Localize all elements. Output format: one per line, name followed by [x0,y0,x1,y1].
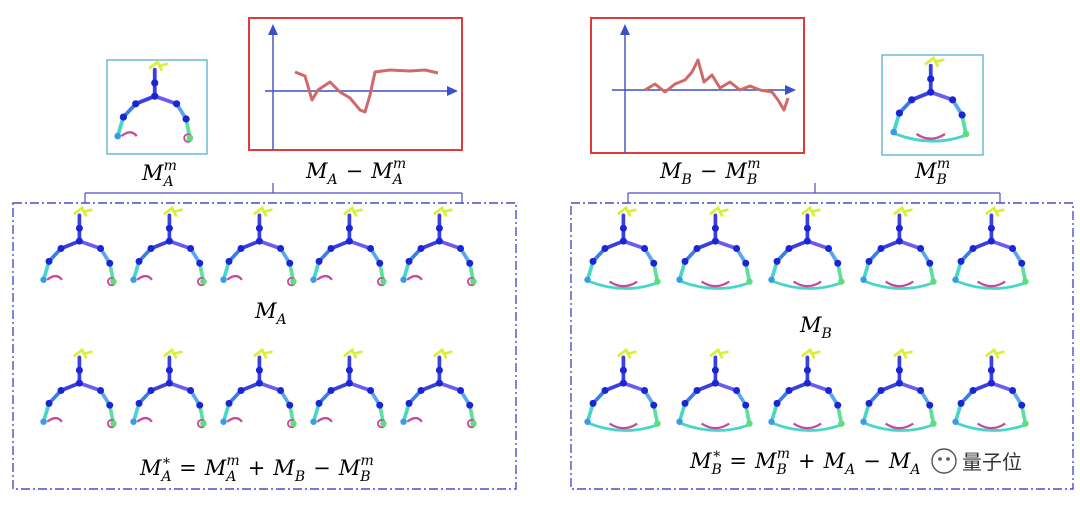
skeleton-figure [952,347,1029,432]
thumb-mb-mean-frame [881,54,984,156]
skeleton-figure [40,347,117,429]
wechat-icon [931,448,957,474]
label-mb-mean: MBm [914,156,950,188]
skeleton-figure [890,55,970,143]
bracket-left [84,183,463,203]
plot-ma-diff-curve [294,68,439,114]
label-mb-diff: MB − MBm [659,156,761,188]
ma-star-sequence-row [40,347,477,429]
plot-mb-diff-curve [644,58,790,112]
skeleton-figure [860,205,937,290]
thumb-ma-mean-skeleton [114,59,194,143]
skeleton-figure [220,205,297,287]
label-ma: MA [254,299,287,328]
skeleton-figure [310,347,387,429]
ma-sequence-row [40,205,477,287]
label-ma-mean: MAm [141,158,177,190]
plot-mb-diff-frame [590,17,805,154]
panel-b [570,202,1074,490]
skeleton-figure [40,205,117,287]
skeleton-figure [768,205,845,290]
skeleton-figure [768,347,845,432]
plot-ma-diff-axes [265,24,458,150]
label-ma-diff: MA − MAm [305,156,406,188]
skeleton-figure [310,205,387,287]
label-ma-star-equation: MA∗ = MAm + MB − MBm [139,453,374,485]
thumb-mb-mean-skeleton [890,55,970,143]
skeleton-figure [676,347,753,432]
skeleton-figure [400,347,477,429]
skeleton-figure [584,347,661,432]
skeleton-figure [952,205,1029,290]
mb-star-sequence-row [584,347,1029,432]
bracket-right [627,183,1001,203]
skeleton-figure [220,347,297,429]
plot-ma-diff-frame [248,17,463,151]
panel-a [12,202,517,490]
plot-mb-diff-axes [612,24,796,153]
skeleton-figure [130,205,207,287]
skeleton-figure [130,347,207,429]
skeleton-figure [400,205,477,287]
label-mb: MB [799,313,832,342]
skeleton-figure [114,59,194,143]
watermark-text: 量子位 [962,450,1022,474]
watermark: 量子位 [931,448,1022,474]
skeleton-figure [676,205,753,290]
label-mb-star-equation: MB∗ = MBm + MA − MA [689,446,921,478]
skeleton-figure [860,347,937,432]
mb-sequence-row [584,205,1029,290]
skeleton-figure [584,205,661,290]
thumb-ma-mean-frame [106,59,208,155]
